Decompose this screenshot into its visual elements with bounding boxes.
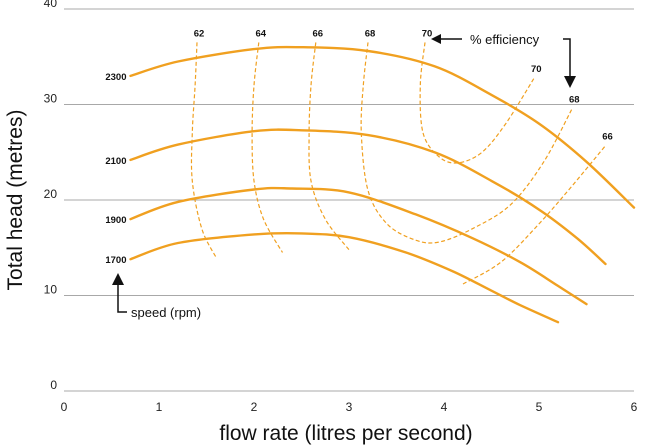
y-tick-label-10: 10: [44, 283, 58, 297]
efficiency-label-70-4: 70: [422, 28, 433, 39]
speed-curve-2300: [129, 45, 636, 209]
y-tick-label-0: 0: [50, 378, 57, 392]
grid-lines: [64, 8, 634, 392]
efficiency-label-68-6: 68: [569, 94, 580, 105]
x-tick-label-4: 4: [441, 400, 448, 414]
x-tick-label-2: 2: [251, 400, 258, 414]
efficiency-label-66-7: 66: [602, 132, 613, 143]
curve-labels: 2300 2100 1900 1700 62 64 66 68 70 70 68 66: [105, 28, 612, 266]
efficiency-label-68-3: 68: [365, 28, 376, 39]
efficiency-arrowhead-down: [564, 76, 576, 88]
efficiency-curve-62-0: [190, 42, 217, 258]
y-tick-label-40: 40: [44, 0, 58, 10]
speed-curve-2100: [129, 128, 607, 266]
speed-label-1900: 1900: [105, 215, 126, 226]
speed-annotation: speed (rpm): [112, 273, 201, 320]
x-axis-title: flow rate (litres per second): [219, 422, 472, 445]
y-tick-label-30: 30: [44, 92, 58, 106]
efficiency-curve-68-3: [360, 42, 573, 244]
efficiency-annotation-label: % efficiency: [470, 32, 540, 47]
speed-annotation-label: speed (rpm): [131, 305, 201, 320]
x-tick-label-6: 6: [631, 400, 638, 414]
speed-arrow: [117, 282, 127, 313]
efficiency-curve-66-2: [308, 42, 350, 251]
speed-label-1700: 1700: [105, 255, 126, 266]
y-axis-title: Total head (metres): [4, 110, 27, 291]
x-axis-ticks: 0 1 2 3 4 5 6: [61, 400, 638, 414]
speed-label-2300: 2300: [105, 72, 126, 83]
x-tick-label-0: 0: [61, 400, 68, 414]
efficiency-arrowhead-left: [431, 34, 441, 44]
efficiency-arrow-right: [563, 38, 571, 78]
efficiency-curve-66-5: [462, 145, 606, 285]
y-axis-ticks: 0 10 20 30 40: [44, 0, 58, 392]
efficiency-curve-64-1: [251, 42, 284, 253]
speed-curve-1900: [129, 186, 588, 306]
efficiency-label-70-5: 70: [531, 64, 542, 75]
x-tick-label-3: 3: [346, 400, 353, 414]
y-tick-label-20: 20: [44, 187, 58, 201]
efficiency-label-64-1: 64: [255, 28, 266, 39]
speed-curve-1700: [129, 231, 560, 324]
speed-label-2100: 2100: [105, 156, 126, 167]
efficiency-annotation: % efficiency: [431, 32, 576, 88]
speed-arrowhead-up: [112, 273, 124, 285]
x-tick-label-1: 1: [156, 400, 163, 414]
efficiency-label-66-2: 66: [312, 28, 323, 39]
efficiency-label-62-0: 62: [194, 28, 205, 39]
x-tick-label-5: 5: [536, 400, 543, 414]
speed-curves: [129, 45, 636, 324]
efficiency-curve-70-4: [419, 42, 535, 164]
efficiency-curves: [190, 42, 606, 285]
